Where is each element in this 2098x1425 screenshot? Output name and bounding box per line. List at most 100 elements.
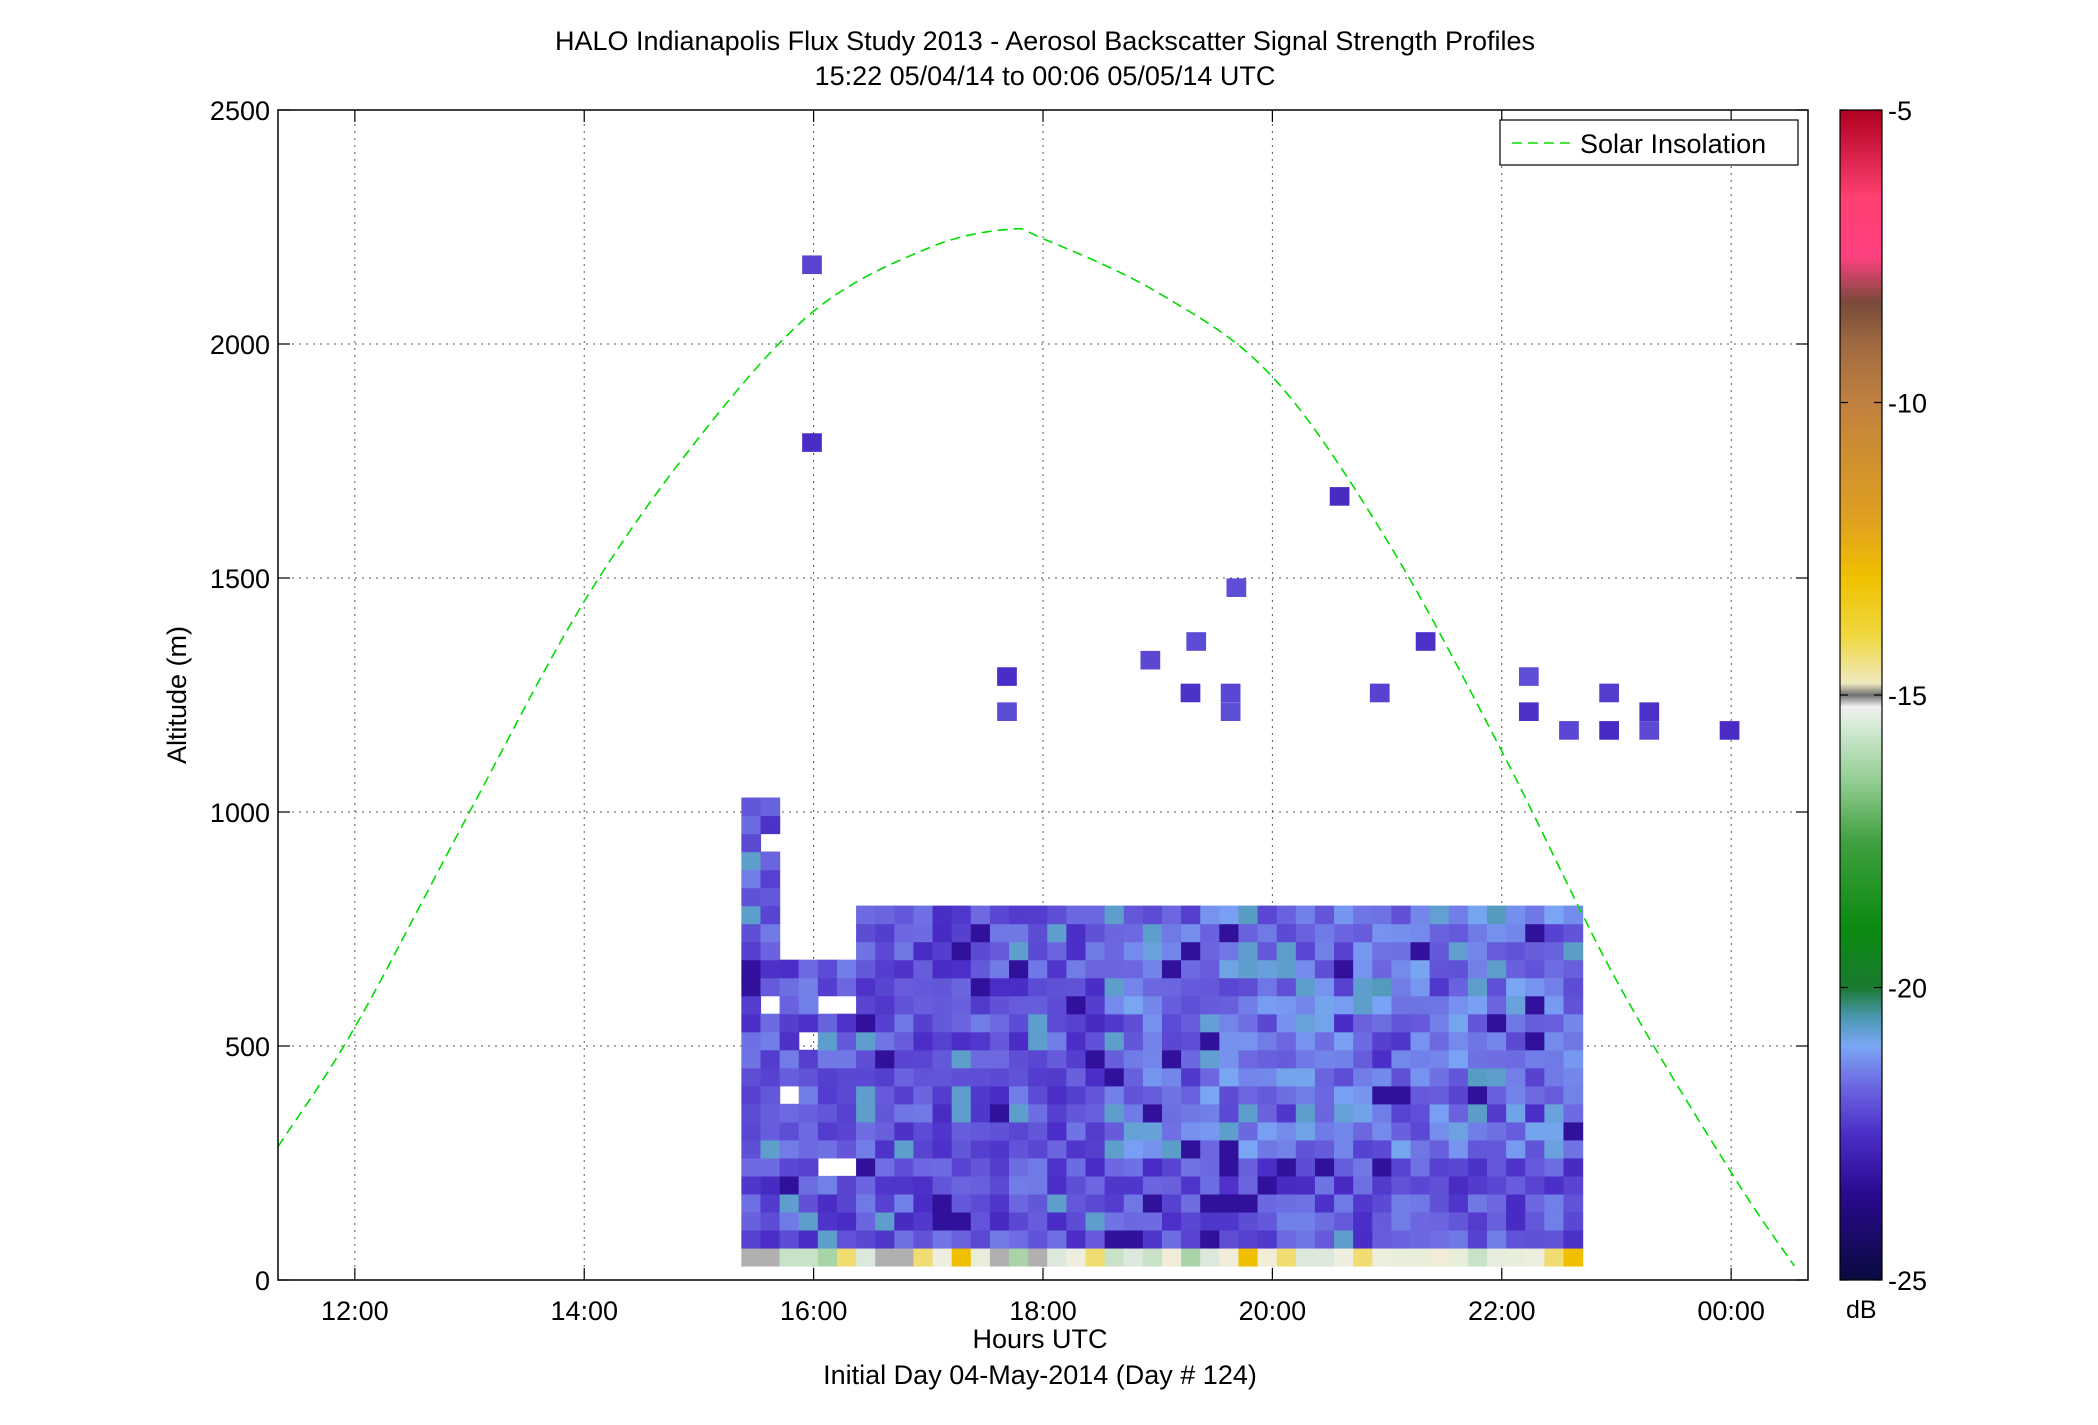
heatmap-cell	[989, 1157, 1010, 1177]
heatmap-cell	[856, 995, 876, 1015]
heatmap-cell	[1295, 1139, 1316, 1159]
heatmap-cell	[798, 959, 819, 979]
heatmap-cell	[1467, 1013, 1488, 1033]
heatmap-cell	[1123, 1121, 1144, 1141]
heatmap-cell	[1467, 995, 1488, 1015]
heatmap-cell	[875, 1031, 895, 1051]
heatmap-cell	[1085, 923, 1106, 943]
heatmap-cell	[1219, 1067, 1240, 1087]
heatmap-cell	[741, 941, 762, 961]
heatmap-cell	[1276, 1211, 1297, 1231]
heatmap-cell	[894, 1175, 915, 1195]
heatmap-cell	[741, 1157, 762, 1177]
heatmap-cell	[836, 1229, 857, 1249]
heatmap-cell	[875, 1157, 895, 1177]
heatmap-cell	[1295, 905, 1316, 925]
heatmap-cell	[1391, 1229, 1412, 1249]
heatmap-cell	[1372, 1175, 1393, 1195]
heatmap-cell	[1161, 1031, 1182, 1051]
heatmap-cell	[1391, 959, 1412, 979]
heatmap-cell	[1487, 1031, 1507, 1051]
heatmap-cell	[1372, 1103, 1393, 1123]
heatmap-cell	[1066, 1121, 1087, 1141]
heatmap-cell	[1487, 1049, 1507, 1069]
heatmap-cell	[1181, 1085, 1201, 1105]
heatmap-cell	[951, 995, 972, 1015]
heatmap-cell	[1161, 905, 1182, 925]
heatmap-cell	[951, 1157, 972, 1177]
heatmap-cell	[1200, 1049, 1220, 1069]
heatmap-cell	[1372, 1211, 1393, 1231]
heatmap-cell	[894, 1121, 915, 1141]
heatmap-cell	[1066, 1193, 1087, 1213]
heatmap-cell	[1142, 959, 1163, 979]
heatmap-cell	[1467, 959, 1488, 979]
heatmap-cell	[989, 1085, 1010, 1105]
heatmap-cell	[1314, 1031, 1335, 1051]
heatmap-cell	[1410, 941, 1431, 961]
heatmap-cell	[1410, 1157, 1431, 1177]
heatmap-cell	[1487, 1229, 1507, 1249]
heatmap-cell	[1123, 1031, 1144, 1051]
heatmap-cell	[741, 959, 762, 979]
heatmap-cell	[913, 1049, 934, 1069]
heatmap-cell	[1391, 1103, 1412, 1123]
heatmap-cell	[1353, 959, 1373, 979]
heatmap-cell	[760, 1211, 781, 1231]
heatmap-cell	[913, 995, 934, 1015]
heatmap-cell	[1525, 1085, 1545, 1105]
heatmap-cell	[1429, 1175, 1450, 1195]
heatmap-cell	[760, 1067, 781, 1087]
heatmap-cell	[1353, 1067, 1373, 1087]
heatmap-cell	[1028, 1175, 1048, 1195]
heatmap-cell	[1334, 1175, 1354, 1195]
heatmap-cell	[741, 869, 762, 889]
heatmap-cell	[856, 1175, 876, 1195]
heatmap-cell	[1353, 1193, 1373, 1213]
heatmap-cell	[760, 1031, 781, 1051]
heatmap-cell	[932, 995, 953, 1015]
heatmap-cell	[1314, 995, 1335, 1015]
heatmap-cell	[1085, 1211, 1106, 1231]
heatmap-cell	[875, 1229, 895, 1249]
heatmap-cell	[1028, 1103, 1048, 1123]
heatmap-cell	[1123, 1139, 1144, 1159]
heatmap-cell	[798, 977, 819, 997]
heatmap-isolated-cell	[1518, 702, 1539, 721]
heatmap-cell	[1047, 977, 1067, 997]
heatmap-cell	[1563, 1085, 1584, 1105]
heatmap-cell	[1525, 1247, 1545, 1267]
heatmap-cell	[894, 1085, 915, 1105]
heatmap-cell	[913, 1121, 934, 1141]
heatmap-cell	[856, 1211, 876, 1231]
heatmap-cell	[798, 1103, 819, 1123]
heatmap-cell	[1104, 1085, 1125, 1105]
heatmap-cell	[1429, 1157, 1450, 1177]
heatmap-cell	[798, 1211, 819, 1231]
heatmap-cell	[1066, 1067, 1087, 1087]
heatmap-cell	[1009, 923, 1029, 943]
heatmap-cell	[1372, 941, 1393, 961]
heatmap-cell	[951, 959, 972, 979]
heatmap-cell	[970, 1121, 991, 1141]
heatmap-cell	[1429, 1103, 1450, 1123]
heatmap-cell	[1314, 1157, 1335, 1177]
heatmap-cell	[1448, 923, 1469, 943]
heatmap-cell	[1219, 1157, 1240, 1177]
heatmap-cell	[1123, 1067, 1144, 1087]
heatmap-cell	[1487, 977, 1507, 997]
heatmap-cell	[1448, 1031, 1469, 1051]
heatmap-cell	[951, 941, 972, 961]
heatmap-cell	[1104, 941, 1125, 961]
heatmap-cell	[1161, 995, 1182, 1015]
heatmap-cell	[1525, 1139, 1545, 1159]
heatmap-cell	[1123, 1157, 1144, 1177]
heatmap-cell	[817, 959, 838, 979]
heatmap-cell	[1181, 1013, 1201, 1033]
heatmap-cell	[1142, 1139, 1163, 1159]
heatmap-cell	[1353, 1103, 1373, 1123]
y-tick-label: 500	[225, 1032, 270, 1062]
heatmap-cell	[760, 1175, 781, 1195]
heatmap-cell	[856, 1157, 876, 1177]
heatmap-cell	[1448, 1103, 1469, 1123]
